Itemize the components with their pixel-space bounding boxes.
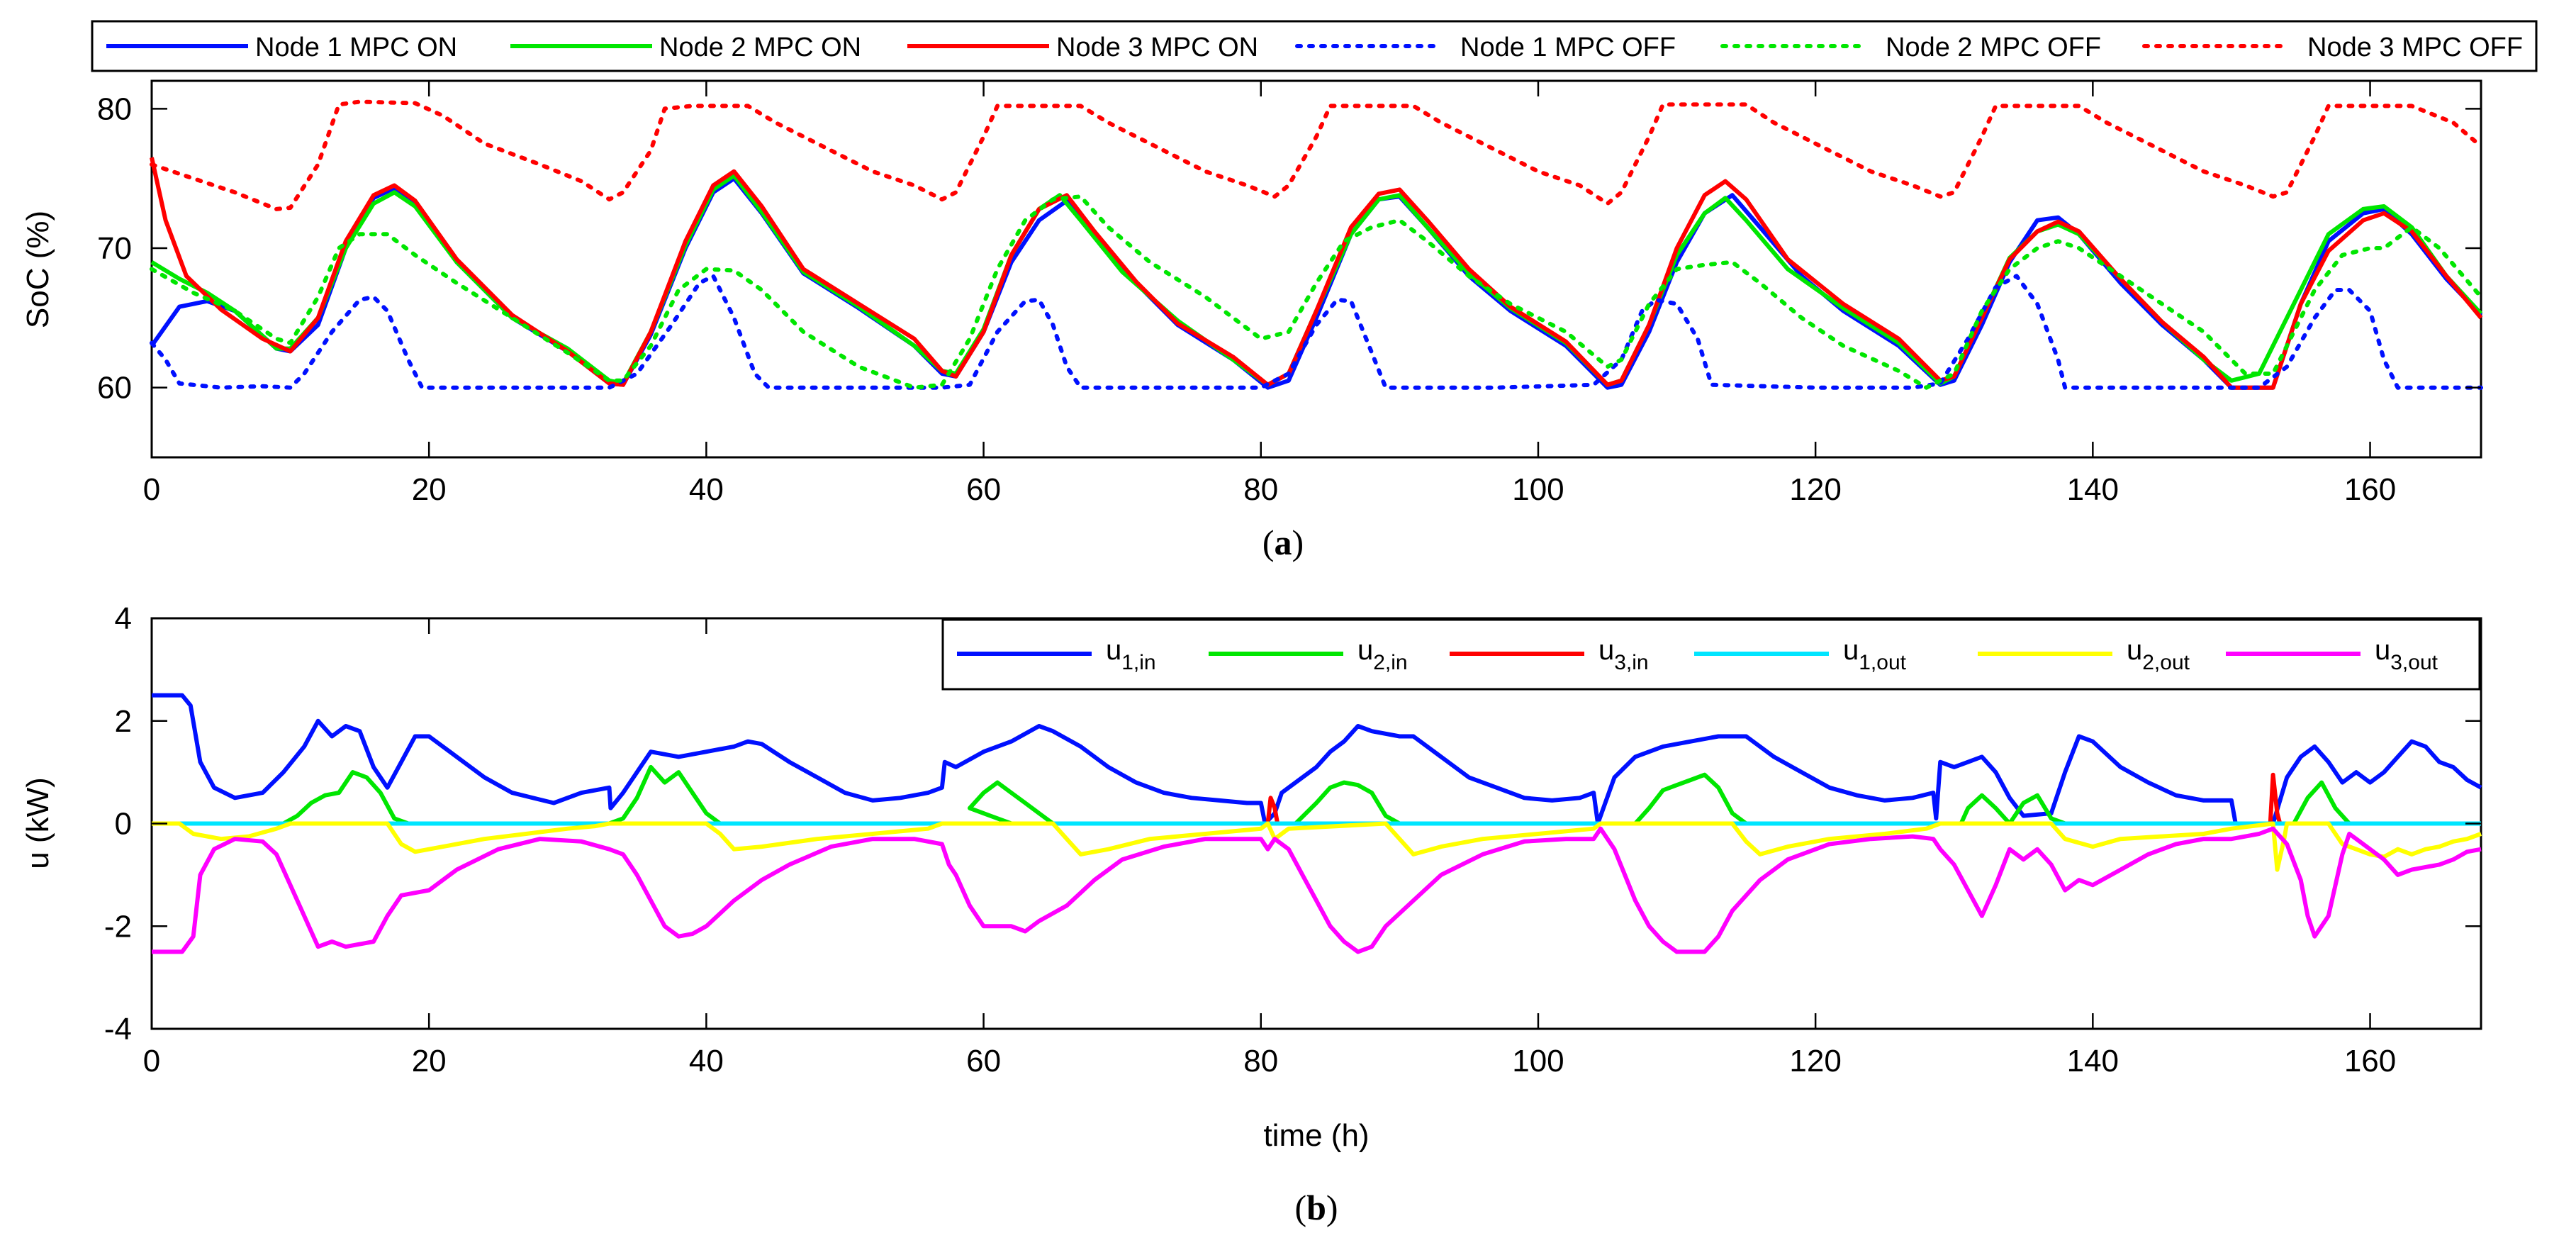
panel-a-x-tick-label: 40	[689, 472, 724, 507]
panel-b-x-tick-label: 160	[2344, 1044, 2396, 1078]
panel-a-x-tick-label: 0	[143, 472, 160, 507]
panel-a-legend-label: Node 3 MPC OFF	[2307, 33, 2523, 62]
panel-a-caption-letter: a	[1275, 523, 1292, 562]
panel-b-x-tick-label: 80	[1243, 1044, 1278, 1078]
panel-a-x-tick-label: 140	[2067, 472, 2119, 507]
panel-b-x-tick-label: 100	[1512, 1044, 1564, 1078]
panel-b-plot-area	[152, 693, 2482, 954]
panel-b-ylabel: u (kW)	[21, 777, 55, 869]
panel-a-legend-items: Node 1 MPC ON Node 2 MPC ON Node 3 MPC ON N…	[106, 33, 2523, 62]
panel-b-legend-label: u2,out	[2127, 635, 2190, 674]
panel-b-x-tick-label: 20	[412, 1044, 447, 1078]
panel-a-legend-label: Node 1 MPC ON	[255, 33, 457, 62]
panel-a-series-line	[150, 194, 2483, 390]
panel-a-x-tick-label: 60	[966, 472, 1001, 507]
panel-b-y-tick-label: -4	[104, 1012, 132, 1047]
panel-b-x-tick-label: 140	[2067, 1044, 2119, 1078]
panel-b-ticks: 0 20 40 60 80 100 120 140 160 -4 -2 0 2 4	[104, 601, 2481, 1078]
panel-a-caption: (a)	[1262, 523, 1304, 562]
panel-a-plot-area	[150, 99, 2483, 390]
panel-a-x-tick-label: 20	[412, 472, 447, 507]
panel-a-axes-box	[150, 79, 2482, 459]
panel-b-legend: u1,in u2,in u3,in u1,out u2,out u3,out	[941, 618, 2481, 691]
panel-b-legend-items: u1,in u2,in u3,in u1,out u2,out u3,out	[957, 635, 2438, 674]
panel-b-x-tick-label: 0	[143, 1044, 160, 1078]
panel-a-legend-label: Node 3 MPC ON	[1056, 33, 1258, 62]
panel-b-legend-label: u3,in	[1598, 635, 1649, 674]
panel-a-y-tick-label: 70	[97, 231, 132, 266]
panel-b-caption-letter: b	[1306, 1188, 1326, 1227]
panel-b-legend-label: u1,in	[1106, 635, 1156, 674]
panel-b-legend-label: u3,out	[2375, 635, 2438, 674]
panel-a-series-line	[150, 157, 2483, 390]
panel-a-x-tick-label: 80	[1243, 472, 1278, 507]
panel-a-y-tick-label: 80	[97, 91, 132, 126]
panel-b-y-tick-label: -2	[104, 909, 132, 944]
panel-b-legend-label: u2,in	[1357, 635, 1408, 674]
panel-a-legend-label: Node 2 MPC ON	[659, 33, 861, 62]
panel-a-x-tick-label: 120	[1789, 472, 1841, 507]
panel-a-series-line	[150, 274, 2483, 390]
panel-a-legend: Node 1 MPC ON Node 2 MPC ON Node 3 MPC ON N…	[91, 20, 2538, 72]
panel-a-x-tick-label: 100	[1512, 472, 1564, 507]
panel-b-caption: (b)	[1294, 1188, 1338, 1227]
panel-a-y-tick-label: 60	[97, 371, 132, 406]
panel-b-y-tick-label: 4	[115, 601, 132, 636]
panel-b-xlabel: time (h)	[1263, 1118, 1369, 1153]
panel-b-series-line	[152, 821, 2482, 872]
panel-b-series-line	[152, 693, 2482, 826]
panel-a-legend-label: Node 2 MPC OFF	[1886, 33, 2101, 62]
panel-b-series-line	[152, 826, 2482, 954]
panel-b-x-tick-label: 120	[1789, 1044, 1841, 1078]
panel-b-legend-label: u1,out	[1843, 635, 1907, 674]
panel-b-x-tick-label: 40	[689, 1044, 724, 1078]
panel-a-ticks: 0 20 40 60 80 100 120 140 160 60 70 80	[97, 81, 2481, 507]
panel-b-y-tick-label: 2	[115, 704, 132, 739]
panel-a-x-tick-label: 160	[2344, 472, 2396, 507]
panel-b-y-tick-label: 0	[115, 807, 132, 842]
panel-b-x-tick-label: 60	[966, 1044, 1001, 1078]
panel-a-ylabel: SoC (%)	[21, 211, 55, 328]
panel-b-power-chart: 0 20 40 60 80 100 120 140 160 -4 -2 0 2 4 u (kW) time…	[21, 601, 2482, 1227]
panel-a-legend-label: Node 1 MPC OFF	[1460, 33, 1676, 62]
